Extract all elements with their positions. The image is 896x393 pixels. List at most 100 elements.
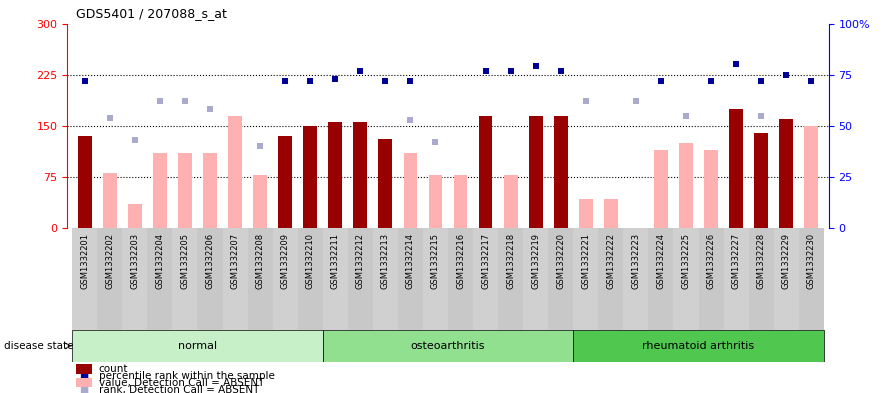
Text: GSM1332215: GSM1332215 (431, 233, 440, 289)
Bar (704, 150, 718, 228)
Point (103, 114, 117, 121)
Text: GSM1332223: GSM1332223 (632, 233, 641, 289)
Text: GSM1332202: GSM1332202 (106, 233, 115, 289)
Bar (729, 109, 743, 228)
Bar (498, 228, 523, 330)
Text: GSM1332221: GSM1332221 (582, 233, 590, 289)
Bar (548, 228, 573, 330)
Text: GSM1332203: GSM1332203 (130, 233, 140, 289)
Point (378, 78, 392, 84)
Bar (247, 228, 272, 330)
Bar (523, 228, 548, 330)
Point (303, 78, 317, 84)
Point (278, 78, 292, 84)
Bar (178, 153, 192, 228)
Text: GSM1332206: GSM1332206 (205, 233, 214, 289)
Bar (679, 143, 693, 228)
Point (353, 68, 367, 74)
Text: GSM1332224: GSM1332224 (657, 233, 666, 289)
Bar (624, 228, 649, 330)
Bar (272, 228, 297, 330)
Bar (403, 153, 418, 228)
Bar (448, 228, 473, 330)
Text: percentile rank within the sample: percentile rank within the sample (99, 371, 274, 381)
Text: GSM1332205: GSM1332205 (180, 233, 189, 289)
Bar (749, 228, 773, 330)
Bar (428, 175, 443, 228)
Bar (780, 119, 793, 228)
Text: GSM1332214: GSM1332214 (406, 233, 415, 289)
Bar (279, 136, 292, 228)
Text: GSM1332212: GSM1332212 (356, 233, 365, 289)
Point (579, 98, 593, 105)
Point (779, 72, 793, 78)
Point (679, 112, 694, 119)
Text: ■: ■ (80, 371, 89, 381)
Text: count: count (99, 364, 128, 374)
Point (428, 139, 443, 145)
Point (403, 116, 418, 123)
Bar (222, 228, 247, 330)
Point (804, 78, 818, 84)
Bar (373, 228, 398, 330)
Bar (805, 126, 818, 228)
Bar (654, 150, 668, 228)
Bar (297, 228, 323, 330)
Bar (579, 199, 592, 228)
Point (478, 68, 493, 74)
Point (629, 98, 643, 105)
Text: GSM1332226: GSM1332226 (707, 233, 716, 289)
Point (253, 143, 267, 149)
Bar (398, 228, 423, 330)
Text: GSM1332222: GSM1332222 (607, 233, 616, 289)
Text: GSM1332201: GSM1332201 (81, 233, 90, 289)
Text: GSM1332207: GSM1332207 (230, 233, 239, 289)
Text: GSM1332204: GSM1332204 (155, 233, 164, 289)
Bar (674, 228, 699, 330)
Bar (554, 116, 568, 228)
Text: GSM1332209: GSM1332209 (280, 233, 289, 289)
Bar (73, 330, 323, 362)
Bar (147, 228, 172, 330)
Bar (153, 153, 167, 228)
Text: ■: ■ (80, 385, 89, 393)
Bar (323, 228, 348, 330)
Point (202, 106, 217, 112)
Text: GSM1332219: GSM1332219 (531, 233, 540, 289)
Text: GSM1332213: GSM1332213 (381, 233, 390, 289)
Point (654, 78, 668, 84)
Text: GSM1332230: GSM1332230 (806, 233, 815, 289)
Point (704, 78, 719, 84)
Text: normal: normal (178, 341, 217, 351)
Bar (798, 228, 823, 330)
Bar (103, 173, 116, 228)
Bar (478, 116, 493, 228)
Bar (228, 116, 242, 228)
Text: GSM1332220: GSM1332220 (556, 233, 565, 289)
Bar (197, 228, 222, 330)
Bar (328, 122, 342, 228)
Text: GSM1332211: GSM1332211 (331, 233, 340, 289)
Bar (504, 175, 518, 228)
Text: GSM1332218: GSM1332218 (506, 233, 515, 289)
Bar (73, 228, 98, 330)
Bar (699, 228, 724, 330)
Point (78, 78, 92, 84)
Point (127, 137, 142, 143)
Bar (203, 153, 217, 228)
Text: GSM1332225: GSM1332225 (682, 233, 691, 289)
Text: GSM1332227: GSM1332227 (732, 233, 741, 289)
Text: rank, Detection Call = ABSENT: rank, Detection Call = ABSENT (99, 385, 259, 393)
Bar (599, 228, 624, 330)
Text: osteoarthritis: osteoarthritis (410, 341, 486, 351)
Bar (724, 228, 749, 330)
Point (504, 68, 518, 74)
Bar (773, 228, 798, 330)
Point (529, 63, 543, 70)
Bar (353, 122, 367, 228)
Bar (649, 228, 674, 330)
Point (754, 78, 769, 84)
Point (152, 98, 167, 105)
Bar (172, 228, 197, 330)
Bar (98, 228, 123, 330)
